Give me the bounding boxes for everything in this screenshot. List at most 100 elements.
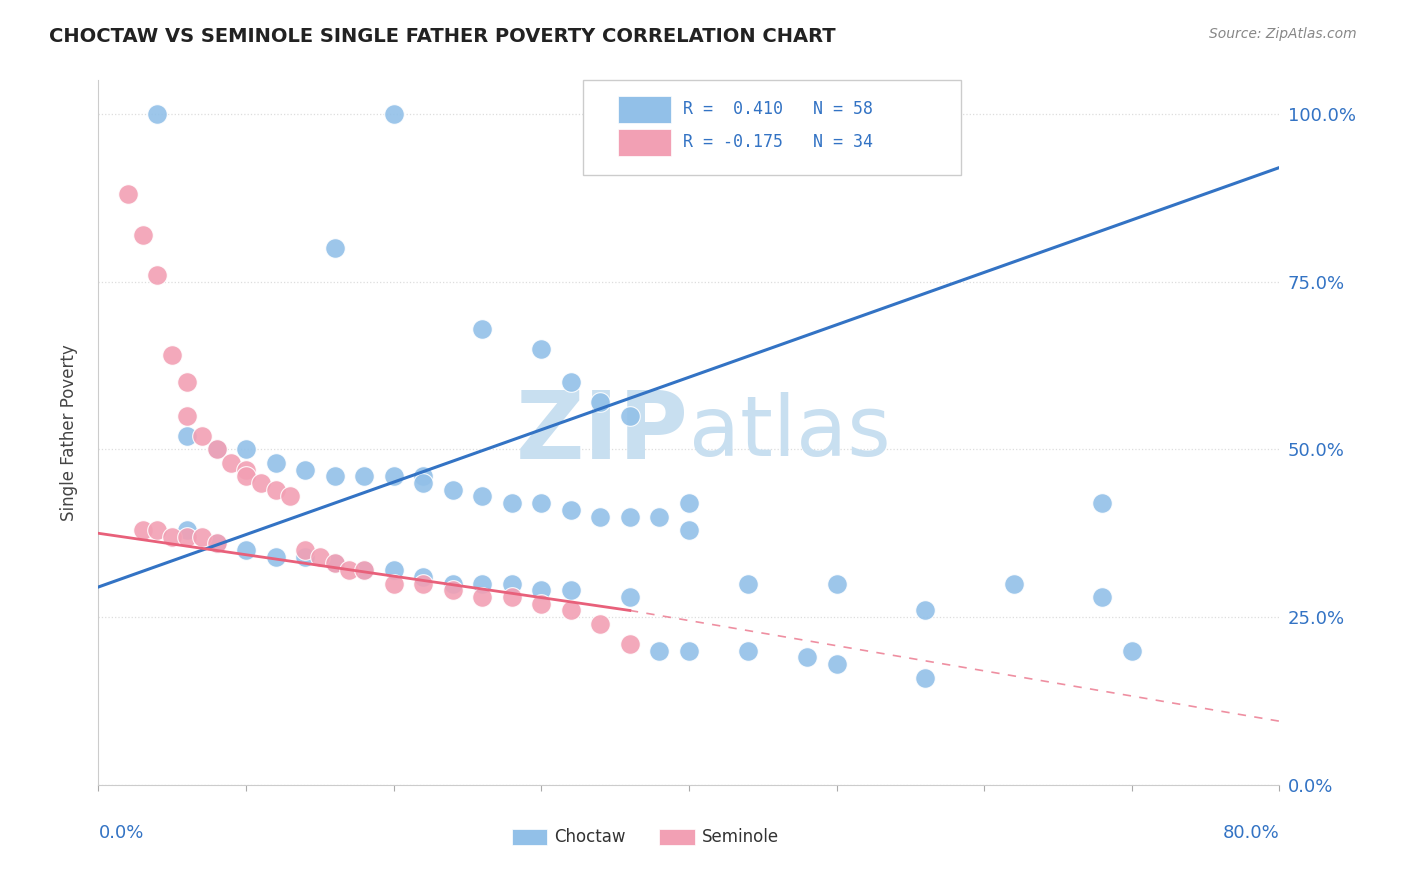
Text: Seminole: Seminole	[702, 828, 779, 847]
Bar	[619, 95, 671, 122]
Point	[146, 523, 169, 537]
Bar	[619, 129, 671, 156]
Point	[132, 523, 155, 537]
Point	[589, 395, 612, 409]
Point	[235, 543, 257, 558]
Point	[471, 576, 494, 591]
Point	[412, 469, 434, 483]
Point	[1121, 644, 1143, 658]
Point	[162, 530, 183, 544]
Bar	[512, 830, 547, 845]
Point	[176, 409, 198, 423]
Point	[323, 557, 346, 571]
Point	[530, 342, 553, 356]
FancyBboxPatch shape	[582, 80, 960, 176]
Point	[323, 557, 346, 571]
Point	[382, 469, 405, 483]
Point	[1002, 576, 1025, 591]
Text: CHOCTAW VS SEMINOLE SINGLE FATHER POVERTY CORRELATION CHART: CHOCTAW VS SEMINOLE SINGLE FATHER POVERT…	[49, 27, 835, 45]
Point	[589, 616, 612, 631]
Point	[678, 523, 700, 537]
Point	[501, 496, 523, 510]
Point	[162, 348, 183, 362]
Point	[235, 469, 257, 483]
Point	[441, 576, 464, 591]
Text: ZIP: ZIP	[516, 386, 689, 479]
Point	[353, 563, 375, 577]
Point	[191, 429, 214, 443]
Point	[1091, 496, 1114, 510]
Point	[205, 442, 228, 457]
Point	[191, 530, 214, 544]
Point	[530, 583, 553, 598]
Point	[382, 563, 405, 577]
Point	[132, 227, 155, 242]
Point	[235, 442, 257, 457]
Point	[619, 590, 641, 604]
Point	[176, 530, 198, 544]
Text: R = -0.175   N = 34: R = -0.175 N = 34	[683, 133, 873, 152]
Point	[441, 483, 464, 497]
Point	[678, 644, 700, 658]
Point	[589, 509, 612, 524]
Point	[648, 644, 671, 658]
Point	[560, 603, 582, 617]
Point	[117, 187, 139, 202]
Bar	[659, 830, 695, 845]
Point	[737, 644, 759, 658]
Point	[619, 637, 641, 651]
Point	[264, 456, 287, 470]
Point	[412, 475, 434, 490]
Point	[412, 570, 434, 584]
Point	[560, 583, 582, 598]
Y-axis label: Single Father Poverty: Single Father Poverty	[59, 344, 77, 521]
Point	[737, 576, 759, 591]
Point	[264, 549, 287, 564]
Point	[441, 583, 464, 598]
Text: 0.0%: 0.0%	[98, 823, 143, 842]
Point	[619, 409, 641, 423]
Point	[648, 509, 671, 524]
Point	[412, 576, 434, 591]
Point	[176, 376, 198, 390]
Point	[353, 563, 375, 577]
Point	[619, 509, 641, 524]
Point	[264, 483, 287, 497]
Point	[280, 489, 302, 503]
Point	[1091, 590, 1114, 604]
Point	[323, 469, 346, 483]
Point	[471, 489, 494, 503]
Point	[205, 442, 228, 457]
Point	[205, 536, 228, 550]
Text: 80.0%: 80.0%	[1223, 823, 1279, 842]
Point	[146, 268, 169, 282]
Text: Choctaw: Choctaw	[554, 828, 626, 847]
Point	[825, 657, 848, 672]
Text: atlas: atlas	[689, 392, 890, 473]
Point	[560, 503, 582, 517]
Point	[294, 543, 316, 558]
Point	[176, 523, 198, 537]
Point	[250, 475, 273, 490]
Text: Source: ZipAtlas.com: Source: ZipAtlas.com	[1209, 27, 1357, 41]
Point	[737, 107, 759, 121]
Point	[678, 496, 700, 510]
Point	[339, 563, 361, 577]
Point	[309, 549, 332, 564]
Point	[501, 590, 523, 604]
Point	[221, 456, 243, 470]
Point	[176, 429, 198, 443]
Point	[294, 549, 316, 564]
Point	[294, 462, 316, 476]
Point	[146, 107, 169, 121]
Point	[914, 603, 936, 617]
Point	[382, 576, 405, 591]
Point	[914, 671, 936, 685]
Point	[530, 496, 553, 510]
Point	[235, 462, 257, 476]
Point	[382, 107, 405, 121]
Point	[471, 590, 494, 604]
Point	[205, 536, 228, 550]
Point	[560, 376, 582, 390]
Point	[530, 597, 553, 611]
